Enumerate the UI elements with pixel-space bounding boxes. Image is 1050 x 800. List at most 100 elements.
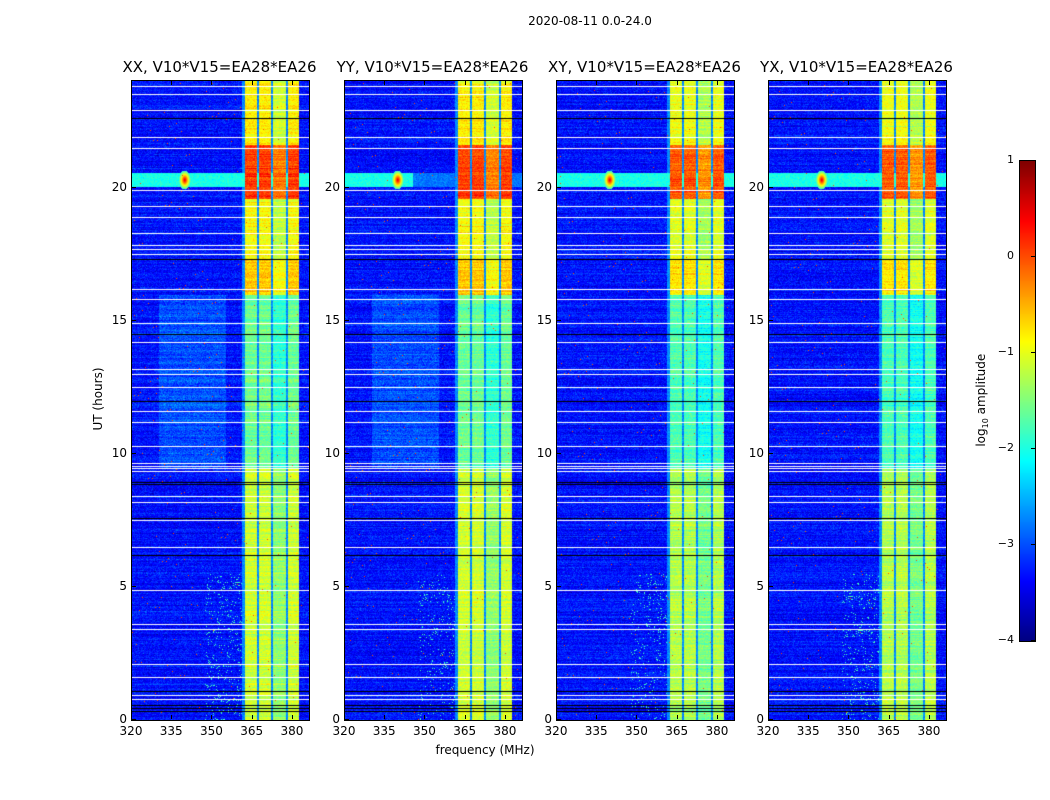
y-tick-label: 10 xyxy=(536,445,552,460)
x-tick-mark xyxy=(464,715,466,719)
x-tick-label: 380 xyxy=(493,724,517,738)
x-tick-mark xyxy=(344,715,345,719)
x-tick-label: 380 xyxy=(705,724,729,738)
x-tick-mark xyxy=(808,715,810,719)
x-tick-mark xyxy=(131,715,132,719)
colorbar-tick-mark xyxy=(1031,256,1035,257)
y-tick-mark xyxy=(132,186,136,188)
x-tick-label: 380 xyxy=(917,724,941,738)
x-tick-mark xyxy=(504,81,506,85)
x-tick-mark xyxy=(808,81,810,85)
y-tick-label: 0 xyxy=(119,712,127,726)
colorbar-tick-label: −3 xyxy=(997,537,1014,550)
colorbar-tick-label: −2 xyxy=(997,441,1014,454)
colorbar-tick-mark xyxy=(1031,544,1035,545)
x-tick-mark xyxy=(596,715,598,719)
colorbar-tick-mark xyxy=(1031,640,1035,641)
y-tick-mark xyxy=(769,186,773,188)
panel-title: XY, V10*V15=EA28*EA26 xyxy=(548,58,741,76)
x-tick-mark xyxy=(384,81,386,85)
y-tick-mark xyxy=(557,719,561,720)
colorbar xyxy=(1019,160,1036,642)
y-tick-mark xyxy=(769,319,773,321)
x-tick-mark xyxy=(171,81,173,85)
y-tick-mark xyxy=(345,719,349,720)
x-tick-mark xyxy=(464,81,466,85)
x-tick-label: 320 xyxy=(119,724,143,738)
colorbar-tick-label: 1 xyxy=(1007,153,1014,166)
x-tick-mark xyxy=(716,715,718,719)
x-tick-mark xyxy=(848,715,850,719)
x-tick-label: 350 xyxy=(837,724,860,738)
x-tick-mark xyxy=(384,715,386,719)
panel-title: YY, V10*V15=EA28*EA26 xyxy=(336,58,529,76)
x-tick-label: 365 xyxy=(453,724,477,738)
x-tick-mark xyxy=(888,715,890,719)
heatmap-image xyxy=(345,81,522,720)
y-tick-label: 15 xyxy=(324,312,340,327)
x-tick-mark xyxy=(928,715,930,719)
y-tick-label: 0 xyxy=(756,712,764,726)
y-tick-label: 5 xyxy=(332,578,340,593)
panel-title: YX, V10*V15=EA28*EA26 xyxy=(760,58,953,76)
y-tick-mark xyxy=(557,319,561,321)
y-tick-label: 5 xyxy=(544,578,552,593)
y-tick-mark xyxy=(132,452,136,454)
x-tick-label: 320 xyxy=(756,724,780,738)
heatmap-panel-xx xyxy=(131,80,310,721)
x-tick-mark xyxy=(291,715,293,719)
y-tick-label: 15 xyxy=(536,312,552,327)
y-tick-mark xyxy=(557,452,561,454)
y-tick-mark xyxy=(557,585,561,587)
y-tick-label: 10 xyxy=(324,445,340,460)
colorbar-tick-label: −1 xyxy=(997,345,1014,358)
x-tick-label: 320 xyxy=(332,724,356,738)
x-tick-mark xyxy=(291,81,293,85)
y-tick-label: 0 xyxy=(332,712,340,726)
y-tick-mark xyxy=(557,186,561,188)
x-tick-mark xyxy=(504,715,506,719)
colorbar-tick-mark xyxy=(1031,448,1035,449)
colorbar-tick-label: −4 xyxy=(997,633,1014,646)
y-tick-label: 5 xyxy=(756,578,764,593)
colorbar-tick-mark xyxy=(1031,352,1035,353)
colorbar-tick-label: 0 xyxy=(1007,249,1014,262)
x-tick-label: 320 xyxy=(544,724,568,738)
heatmap-panel-xy xyxy=(556,80,735,721)
heatmap-panel-yy xyxy=(344,80,523,721)
y-tick-mark xyxy=(345,319,349,321)
x-tick-mark xyxy=(211,715,213,719)
x-tick-label: 350 xyxy=(200,724,223,738)
heatmap-image xyxy=(769,81,946,720)
x-tick-mark xyxy=(676,715,678,719)
x-tick-mark xyxy=(556,81,557,85)
x-tick-mark xyxy=(636,715,638,719)
x-axis-label: frequency (MHz) xyxy=(435,743,535,757)
x-tick-label: 350 xyxy=(625,724,648,738)
x-tick-mark xyxy=(596,81,598,85)
heatmap-image xyxy=(132,81,309,720)
y-tick-label: 5 xyxy=(119,578,127,593)
x-tick-mark xyxy=(928,81,930,85)
x-tick-mark xyxy=(888,81,890,85)
y-tick-mark xyxy=(345,585,349,587)
x-tick-mark xyxy=(848,81,850,85)
x-tick-label: 335 xyxy=(796,724,820,738)
y-tick-label: 20 xyxy=(111,179,127,194)
x-tick-mark xyxy=(251,715,253,719)
y-tick-label: 15 xyxy=(111,312,127,327)
y-tick-label: 15 xyxy=(748,312,764,327)
x-tick-label: 365 xyxy=(240,724,264,738)
x-tick-mark xyxy=(344,81,345,85)
y-tick-mark xyxy=(132,319,136,321)
y-tick-mark xyxy=(345,452,349,454)
heatmap-panel-yx xyxy=(768,80,947,721)
x-tick-label: 350 xyxy=(413,724,436,738)
x-tick-label: 380 xyxy=(280,724,304,738)
x-tick-mark xyxy=(251,81,253,85)
x-tick-mark xyxy=(424,715,426,719)
x-tick-label: 335 xyxy=(159,724,183,738)
figure-title: 2020-08-11 0.0-24.0 xyxy=(528,14,652,28)
colorbar-tick-mark xyxy=(1031,160,1035,161)
y-tick-mark xyxy=(132,585,136,587)
